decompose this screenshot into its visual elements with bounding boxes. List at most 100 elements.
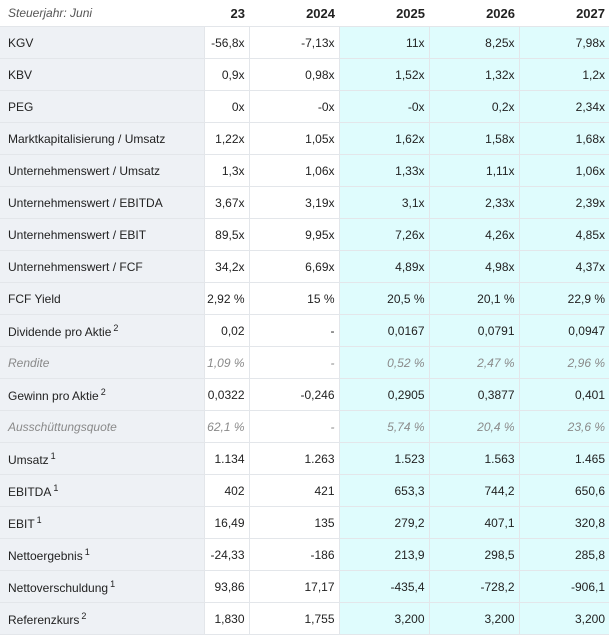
row-label-text: EBITDA (8, 484, 52, 499)
table-cell: 1,62x (338, 122, 429, 155)
row-label: EBITDA 1 (0, 474, 204, 507)
table-cell: -0x (338, 90, 429, 123)
row-label: KGV (0, 26, 204, 59)
table-cell: 2,92 % (203, 282, 249, 315)
footnote-marker: 1 (53, 482, 59, 493)
table-cell: 3,19x (248, 186, 339, 219)
table-row: Referenzkurs 2 1,830 1,755 3,200 3,200 3,200 (0, 602, 609, 635)
table-cell: 1,755 (248, 602, 339, 635)
row-label: Gewinn pro Aktie 2 (0, 378, 204, 411)
footnote-marker: 2 (113, 322, 119, 333)
table-cell: 421 (248, 474, 339, 507)
table-cell: 407,1 (428, 506, 519, 539)
row-label: Umsatz 1 (0, 442, 204, 475)
table-cell: 16,49 (203, 506, 249, 539)
table-cell: 4,26x (428, 218, 519, 251)
table-cell: 135 (248, 506, 339, 539)
row-label-text: FCF Yield (8, 291, 61, 306)
table-cell: 0,3877 (428, 378, 519, 411)
row-label-text: EBIT (8, 516, 35, 531)
row-label: Unternehmenswert / EBITDA (0, 186, 204, 219)
footnote-marker: 1 (36, 514, 42, 525)
footnote-marker: 1 (84, 546, 90, 557)
row-label: Rendite (0, 346, 204, 379)
table-cell: 650,6 (518, 474, 609, 507)
table-cell: 3,67x (203, 186, 249, 219)
row-label-text: KGV (8, 35, 34, 50)
row-label: Nettoergebnis 1 (0, 538, 204, 571)
table-cell: -7,13x (248, 26, 339, 59)
table-cell: 653,3 (338, 474, 429, 507)
table-cell: 0x (203, 90, 249, 123)
table-cell: - (248, 410, 339, 443)
table-cell: 4,85x (518, 218, 609, 251)
table-cell: 285,8 (518, 538, 609, 571)
table-cell: -906,1 (518, 570, 609, 603)
table-cell: -24,33 (203, 538, 249, 571)
row-label-text: Nettoergebnis (8, 548, 83, 563)
table-cell: 2,39x (518, 186, 609, 219)
row-label-text: Unternehmenswert / Umsatz (8, 163, 161, 178)
table-cell: 2,34x (518, 90, 609, 123)
table-row: Unternehmenswert / FCF 34,2x 6,69x 4,89x 4,9… (0, 250, 609, 283)
table-cell: 0,0322 (203, 378, 249, 411)
row-label: Unternehmenswert / EBIT (0, 218, 204, 251)
table-cell: 17,17 (248, 570, 339, 603)
table-cell: 23,6 % (518, 410, 609, 443)
footnote-marker: 2 (100, 386, 106, 397)
table-cell: 1.134 (203, 442, 249, 475)
row-label: Marktkapitalisierung / Umsatz (0, 122, 204, 155)
table-cell: -0,246 (248, 378, 339, 411)
table-cell: -435,4 (338, 570, 429, 603)
table-cell: -56,8x (203, 26, 249, 59)
table-cell: 0,401 (518, 378, 609, 411)
table-body: KGV -56,8x -7,13x 11x 8,25x 7,98x KBV 0,9x 0,98x… (0, 26, 609, 635)
table-cell: -0x (248, 90, 339, 123)
table-cell: 1,05x (248, 122, 339, 155)
table-row: Dividende pro Aktie 2 0,02-0,0167 0,0791 0,0… (0, 314, 609, 347)
row-label-text: Unternehmenswert / FCF (8, 259, 143, 274)
table-cell: 11x (338, 26, 429, 59)
table-cell: 5,74 % (338, 410, 429, 443)
table-cell: 2,47 % (428, 346, 519, 379)
table-cell: 9,95x (248, 218, 339, 251)
table-cell: 0,0167 (338, 314, 429, 347)
table-cell: 62,1 % (203, 410, 249, 443)
row-label: PEG (0, 90, 204, 123)
table-cell: 7,98x (518, 26, 609, 59)
row-label: Nettoverschuldung 1 (0, 570, 204, 603)
row-label: Referenzkurs 2 (0, 602, 204, 635)
table-cell: - (248, 346, 339, 379)
row-label: Unternehmenswert / Umsatz (0, 154, 204, 187)
row-label-text: Unternehmenswert / EBITDA (8, 195, 163, 210)
table-cell: 1,06x (518, 154, 609, 187)
row-label: EBIT 1 (0, 506, 204, 539)
table-cell: 3,200 (428, 602, 519, 635)
table-cell: 4,98x (428, 250, 519, 283)
table-row: Unternehmenswert / Umsatz 1,3x 1,06x 1,33x 1… (0, 154, 609, 187)
table-row: Gewinn pro Aktie 2 0,0322 -0,246 0,2905 0,387… (0, 378, 609, 411)
table-row: Nettoergebnis 1 -24,33 -186 213,9 298,5 285,8 (0, 538, 609, 571)
table-cell: 0,02 (203, 314, 249, 347)
table-cell: 15 % (248, 282, 339, 315)
table-cell: 34,2x (203, 250, 249, 283)
row-label-text: Ausschüttungsquote (8, 419, 117, 434)
table-cell: 4,89x (338, 250, 429, 283)
table-cell: - (248, 314, 339, 347)
table-cell: 3,200 (518, 602, 609, 635)
table-cell: 1,06x (248, 154, 339, 187)
row-label: KBV (0, 58, 204, 91)
table-cell: 1,11x (428, 154, 519, 187)
table-cell: 320,8 (518, 506, 609, 539)
table-cell: 4,37x (518, 250, 609, 283)
table-cell: 1,68x (518, 122, 609, 155)
table-cell: 3,200 (338, 602, 429, 635)
table-cell: 1,22x (203, 122, 249, 155)
year-header: 2026 (429, 0, 519, 27)
table-cell: -186 (248, 538, 339, 571)
row-label-text: Nettoverschuldung (8, 580, 109, 595)
year-header: 23 (204, 0, 249, 27)
table-cell: 1,32x (428, 58, 519, 91)
row-label-text: Referenzkurs (8, 612, 80, 627)
